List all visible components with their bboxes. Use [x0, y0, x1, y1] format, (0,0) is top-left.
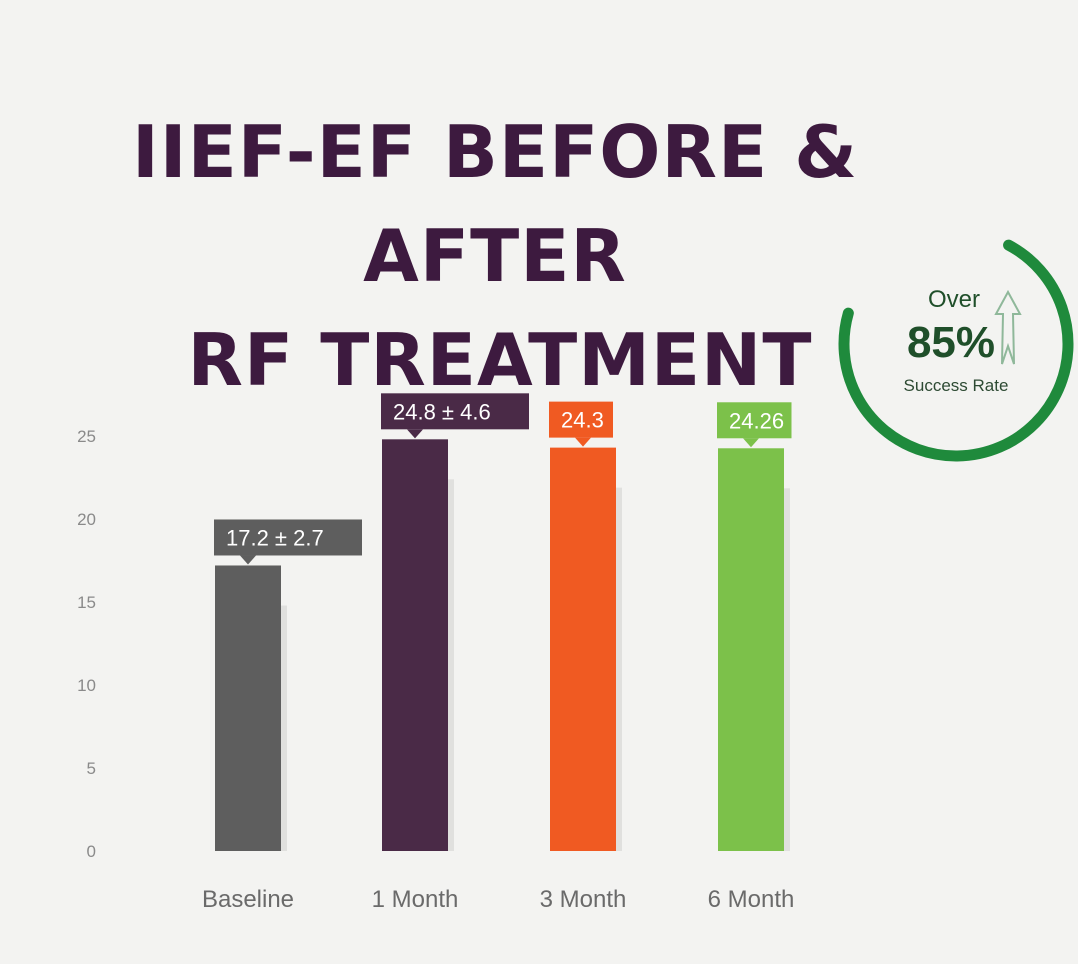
y-tick-label: 5: [87, 759, 96, 778]
x-category-label: 1 Month: [372, 886, 459, 913]
data-label-pointer: [743, 438, 759, 448]
success-rate-badge: Over 85% Success Rate: [836, 224, 1076, 464]
data-label: 24.8 ± 4.6: [393, 399, 491, 424]
success-ring-arc: [838, 239, 1074, 462]
data-label-pointer: [407, 429, 423, 439]
y-tick-label: 25: [77, 427, 96, 446]
success-ring: [838, 239, 1074, 462]
data-label: 17.2 ± 2.7: [226, 525, 324, 550]
data-label-pointer: [240, 555, 256, 565]
y-tick-label: 10: [77, 676, 96, 695]
data-label: 24.3: [561, 408, 604, 433]
bar: [718, 448, 784, 851]
badge-subtitle: Success Rate: [903, 376, 1009, 395]
bar: [215, 565, 281, 851]
data-label-box: [549, 401, 613, 438]
up-arrow-icon: [994, 289, 1022, 365]
y-tick-label: 15: [77, 593, 96, 612]
y-tick-label: 20: [77, 510, 96, 529]
data-label-box: [381, 393, 529, 430]
chart-title: IIEF-EF BEFORE & AFTER RF TREATMENT: [0, 100, 1000, 412]
x-category-label: 3 Month: [540, 886, 627, 913]
data-label-pointer: [575, 437, 591, 447]
badge-percent: 85%: [906, 318, 996, 367]
data-label-box: [717, 402, 792, 439]
data-label-box: [214, 519, 362, 556]
title-line-1: IIEF-EF BEFORE & AFTER: [132, 110, 858, 298]
x-category-label: Baseline: [202, 886, 294, 913]
y-tick-label: 0: [87, 842, 96, 861]
badge-over-label: Over: [927, 286, 980, 313]
bar: [382, 439, 448, 851]
title-line-2: RF TREATMENT: [187, 318, 813, 402]
data-label: 24.26: [729, 408, 784, 433]
bar: [550, 447, 616, 851]
x-category-label: 6 Month: [708, 886, 795, 913]
